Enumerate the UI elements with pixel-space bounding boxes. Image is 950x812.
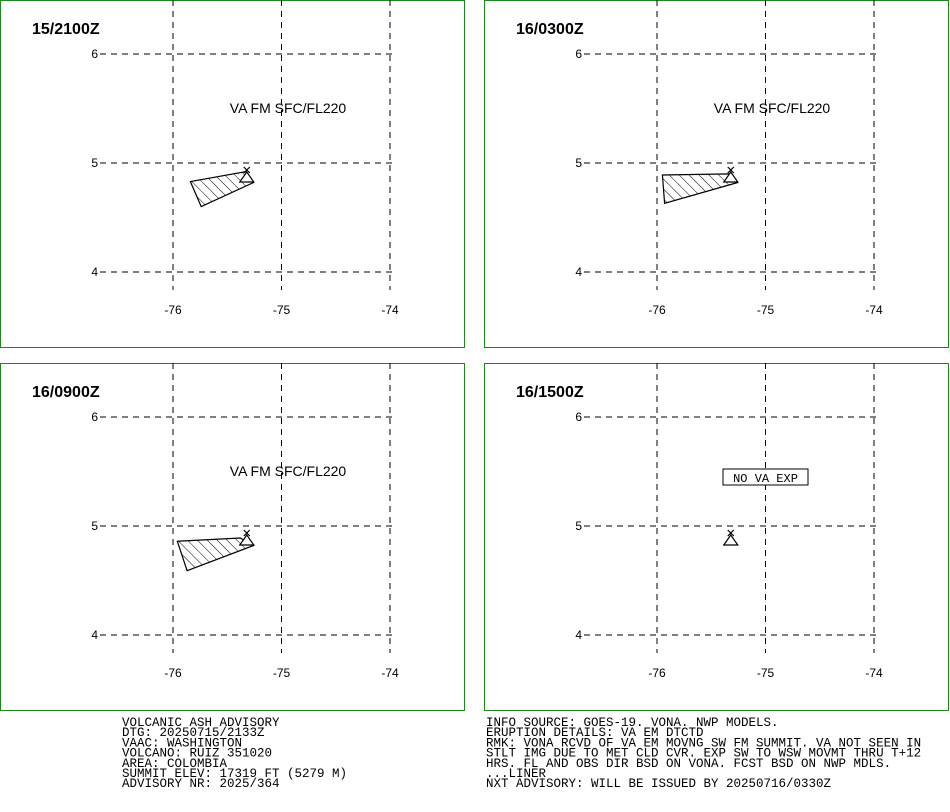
panel-time: 16/1500Z [516,384,584,401]
x-tick-label: -76 [164,303,182,317]
y-tick-label: 5 [575,156,582,170]
advisory-line: VAAC: WASHINGTON [122,736,242,750]
ash-cloud [661,173,739,205]
advisory-line: STLT IMG DUE TO MET CLD CVR. EXP SW TO W… [486,747,921,761]
x-tick-label: -74 [381,303,399,317]
x-tick-label: -76 [648,303,666,317]
panel-border [0,363,465,711]
ash-label: VA FM SFC/FL220 [230,100,347,116]
x-tick-label: -75 [757,666,775,680]
y-tick-label: 5 [575,519,582,533]
advisory-line: ...LINER [486,767,547,781]
x-tick-label: -76 [648,666,666,680]
panel-time: 15/2100Z [32,21,100,38]
no-ash-label: NO VA EXP [733,472,798,486]
y-tick-label: 4 [575,628,582,642]
ash-label: VA FM SFC/FL220 [714,100,831,116]
panel-time: 16/0300Z [516,21,584,38]
advisory-line: RMK: VONA RCVD OF VA EM MOVNG SW FM SUMM… [486,736,921,750]
panel-border [484,0,949,348]
no-ash-box [722,468,809,486]
advisory-line: SUMMIT ELEV: 17319 FT (5279 M) [122,767,347,781]
y-tick-label: 5 [91,519,98,533]
advisory-line: AREA: COLOMBIA [122,757,228,771]
advisory-line: INFO SOURCE: GOES-19. VONA. NWP MODELS. [486,716,779,730]
ash-label: VA FM SFC/FL220 [230,463,347,479]
advisory-line: VOLCANIC ASH ADVISORY [122,716,280,730]
ash-cloud [176,537,255,572]
y-tick-label: 6 [575,410,582,424]
y-tick-label: 4 [575,265,582,279]
volcano [722,529,739,546]
y-tick-label: 5 [91,156,98,170]
map-panel: -76 -75 -74 4 5 6 16/0300Z VA FM SFC/FL220 [484,0,949,348]
advisory-line: ERUPTION DETAILS: VA EM DTCTD [486,726,704,740]
x-tick-label: -75 [273,666,291,680]
volcano [722,166,739,183]
map-panel: -76 -75 -74 4 5 6 15/2100Z VA FM SFC/FL220 [0,0,465,348]
panel-time: 16/0900Z [32,384,100,401]
ash-cloud [189,171,255,208]
y-tick-label: 6 [91,410,98,424]
x-tick-label: -74 [865,666,883,680]
y-tick-label: 4 [91,628,98,642]
advisory-line: HRS. FL AND OBS DIR BSD ON VONA. FCST BS… [486,757,891,771]
advisory-line: ADVISORY NR: 2025/364 [122,777,280,791]
x-tick-label: -74 [381,666,399,680]
volcano [238,529,255,546]
map-panel: -76 -75 -74 4 5 6 16/1500Z NO VA EXP [484,363,949,711]
advisory-line: VOLCANO: RUIZ 351020 [122,747,272,761]
x-tick-label: -75 [273,303,291,317]
y-tick-label: 6 [91,47,98,61]
advisory-line: NXT ADVISORY: WILL BE ISSUED BY 20250716… [486,777,832,791]
x-tick-label: -74 [865,303,883,317]
panel-border [0,0,465,348]
x-tick-label: -75 [757,303,775,317]
panel-border [484,363,949,711]
y-tick-label: 6 [575,47,582,61]
advisory-line: DTG: 20250715/2133Z [122,726,265,740]
volcano [238,166,255,183]
y-tick-label: 4 [91,265,98,279]
x-tick-label: -76 [164,666,182,680]
map-panel: -76 -75 -74 4 5 6 16/0900Z VA FM SFC/FL220 [0,363,465,711]
